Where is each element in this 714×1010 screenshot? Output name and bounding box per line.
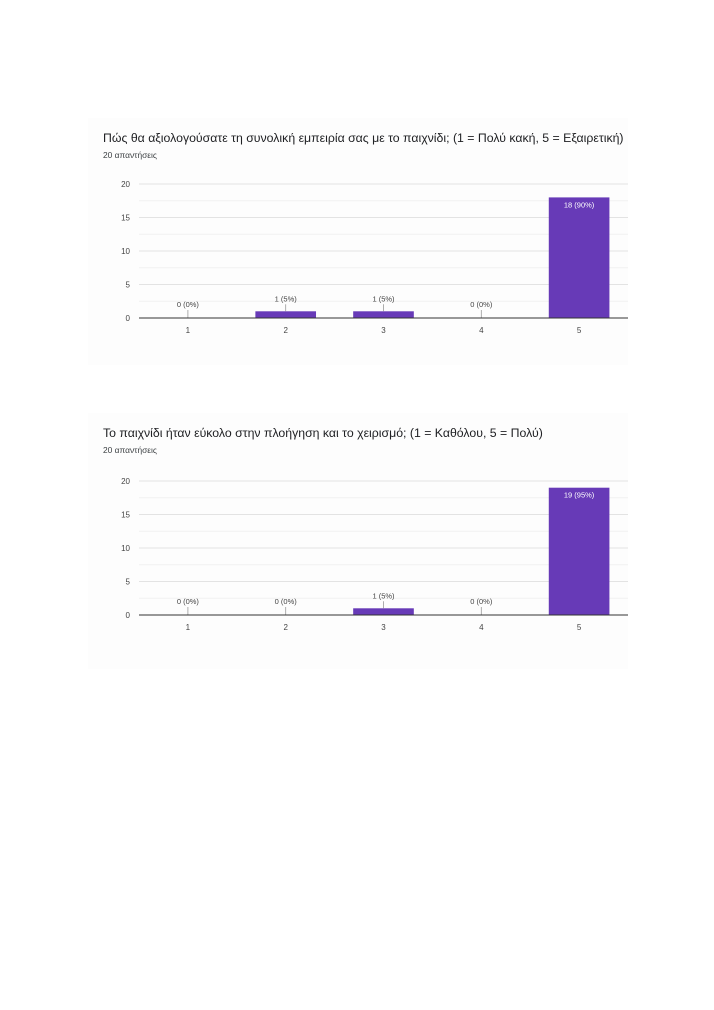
bar [548, 197, 610, 318]
bar [255, 311, 317, 318]
x-tick-label: 2 [283, 326, 288, 335]
y-tick-label: 0 [126, 611, 131, 620]
data-label: 19 (95%) [564, 491, 595, 500]
x-tick-label: 2 [283, 623, 288, 632]
x-tick-label: 1 [186, 326, 191, 335]
x-tick-label: 4 [479, 623, 484, 632]
x-tick-label: 5 [577, 623, 582, 632]
data-label: 1 (5%) [275, 294, 298, 303]
x-tick-label: 1 [186, 623, 191, 632]
y-tick-label: 5 [126, 281, 131, 290]
question-title: Πώς θα αξιολογούσατε τη συνολική εμπειρί… [103, 131, 624, 145]
data-label: 0 (0%) [177, 300, 200, 309]
y-tick-label: 15 [121, 214, 130, 223]
data-label: 1 (5%) [372, 591, 395, 600]
bar-chart-2: 0 5 10 15 20 0 (0%) 1 0 (0%) 2 1 (5%) 3 0 (0%) 4 19 (… [121, 477, 628, 632]
chart-card-2: Το παιχνίδι ήταν εύκολο στην πλοήγηση κα… [88, 413, 628, 669]
response-count: 20 απαντήσεις [103, 445, 157, 455]
bar [548, 487, 610, 615]
data-label: 18 (90%) [564, 200, 595, 209]
x-tick-label: 4 [479, 326, 484, 335]
x-tick-label: 5 [577, 326, 582, 335]
data-label: 0 (0%) [470, 597, 493, 606]
y-tick-label: 20 [121, 477, 130, 486]
y-tick-label: 10 [121, 247, 130, 256]
y-tick-label: 20 [121, 180, 130, 189]
y-tick-label: 0 [126, 314, 131, 323]
bar [353, 311, 414, 318]
x-tick-label: 3 [381, 623, 386, 632]
response-count: 20 απαντήσεις [103, 150, 157, 160]
data-label: 0 (0%) [470, 300, 493, 309]
bar-chart-1: 0 5 10 15 20 0 (0%) 1 1 (5%) 2 1 (5%) 3 0 (0%) 4 18 (… [121, 180, 628, 335]
data-label: 1 (5%) [372, 294, 395, 303]
x-tick-label: 3 [381, 326, 386, 335]
y-tick-label: 5 [126, 578, 131, 587]
y-tick-label: 15 [121, 511, 130, 520]
bar [353, 608, 414, 615]
question-title: Το παιχνίδι ήταν εύκολο στην πλοήγηση κα… [103, 426, 543, 440]
chart-card-1: Πώς θα αξιολογούσατε τη συνολική εμπειρί… [88, 118, 628, 365]
data-label: 0 (0%) [177, 597, 200, 606]
data-label: 0 (0%) [275, 597, 298, 606]
y-tick-label: 10 [121, 544, 130, 553]
